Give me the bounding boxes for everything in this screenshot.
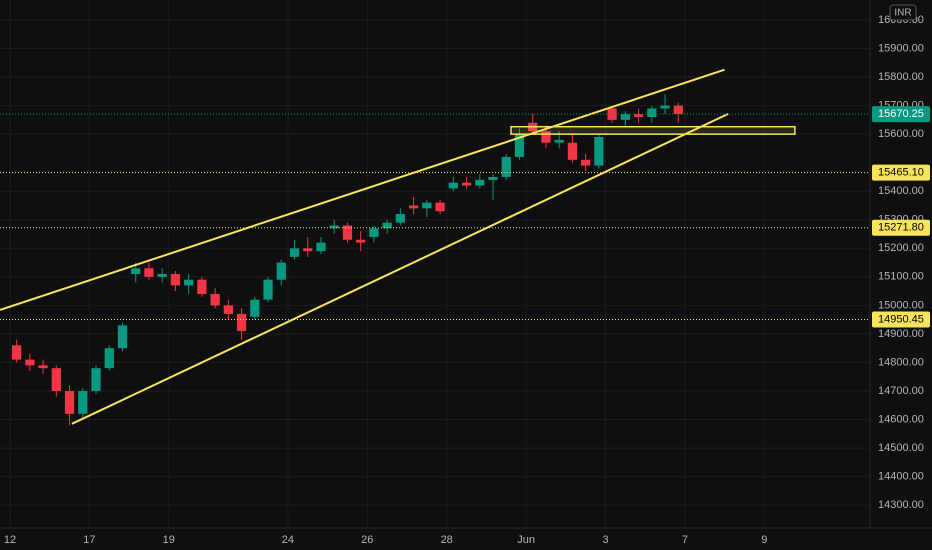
y-tick-label: 15100.00	[878, 271, 924, 283]
candle-body	[435, 202, 445, 212]
y-tick-label: 14500.00	[878, 442, 924, 454]
candle-body	[581, 159, 591, 166]
x-tick-label: 24	[282, 534, 294, 546]
y-tick-label: 15600.00	[878, 128, 924, 140]
candle-body	[38, 365, 48, 369]
x-tick-label: Jun	[517, 534, 535, 546]
price-label: 15670.25	[878, 108, 924, 120]
price-label: 15271.80	[878, 222, 924, 234]
candle-body	[422, 202, 432, 209]
trend-line	[0, 68, 725, 311]
trend-line	[71, 112, 729, 425]
candle-body	[633, 114, 644, 118]
y-tick-label: 14300.00	[878, 499, 924, 511]
price-label-box	[872, 106, 930, 123]
candle-body	[157, 273, 167, 277]
candle-body	[554, 139, 564, 143]
candle-body	[395, 214, 406, 223]
candle-body	[184, 279, 194, 286]
zone	[510, 125, 796, 135]
candle-body	[567, 142, 578, 160]
candle-body	[91, 368, 101, 392]
price-label-box	[872, 311, 930, 328]
price-label: 15465.10	[878, 167, 924, 179]
candle-body	[660, 105, 670, 109]
x-tick-label: 17	[83, 534, 95, 546]
plot-area	[0, 68, 870, 426]
candle-body	[117, 325, 128, 349]
x-tick-label: 3	[602, 534, 608, 546]
y-tick-label: 14700.00	[878, 385, 924, 397]
candle-body	[316, 242, 326, 252]
candle-body	[104, 348, 114, 369]
candle-body	[170, 273, 181, 286]
y-tick-label: 14800.00	[878, 356, 924, 368]
candle-body	[78, 391, 88, 414]
candle-body	[51, 368, 61, 392]
candle-body	[501, 156, 511, 177]
candle-body	[475, 179, 485, 186]
candle-body	[594, 136, 604, 166]
candle-body	[131, 268, 141, 274]
candle-body	[329, 225, 339, 229]
x-tick-label: 7	[682, 534, 688, 546]
currency: INR	[894, 8, 911, 19]
candle-body	[461, 182, 472, 186]
y-tick-label: 15900.00	[878, 42, 924, 54]
currency-box	[889, 4, 917, 21]
y-tick-label: 15400.00	[878, 185, 924, 197]
candle-body	[64, 391, 75, 414]
candle-body	[25, 359, 35, 366]
candle-body	[250, 299, 260, 317]
candle-body	[488, 176, 498, 180]
candle-body	[382, 222, 392, 229]
x-tick-label: 9	[761, 534, 767, 546]
candle-body	[303, 248, 313, 252]
candle-body	[197, 279, 207, 294]
candle-body	[11, 345, 22, 360]
candle-body	[263, 279, 273, 300]
candle-body	[448, 182, 458, 189]
price-label-box	[872, 219, 930, 236]
candle-body	[514, 134, 525, 157]
candle-body	[369, 228, 379, 237]
x-tick-label: 12	[4, 534, 16, 546]
candle-body	[408, 205, 419, 209]
y-tick-label: 15200.00	[878, 242, 924, 254]
candle-body	[620, 114, 630, 120]
candle-body	[223, 305, 233, 314]
candle-body	[236, 313, 247, 332]
y-tick-label: 14900.00	[878, 328, 924, 340]
x-tick-label: 28	[441, 534, 453, 546]
y-tick-label: 14600.00	[878, 413, 924, 425]
candle-body	[210, 293, 220, 306]
candle-body	[673, 105, 683, 115]
price-label-box	[872, 164, 930, 181]
candle-body	[647, 108, 657, 118]
grid	[0, 0, 870, 528]
y-tick-label: 15000.00	[878, 299, 924, 311]
y-tick-label: 15800.00	[878, 71, 924, 83]
candle-body	[289, 248, 300, 257]
candle-body	[342, 225, 353, 240]
candle-body	[541, 131, 551, 143]
price-label: 14950.45	[878, 313, 924, 325]
candle-body	[276, 262, 286, 280]
y-tick-label: 14400.00	[878, 471, 924, 483]
x-tick-label: 26	[361, 534, 373, 546]
x-tick-label: 19	[163, 534, 175, 546]
candle-body	[356, 239, 366, 243]
candle-body	[144, 268, 154, 277]
